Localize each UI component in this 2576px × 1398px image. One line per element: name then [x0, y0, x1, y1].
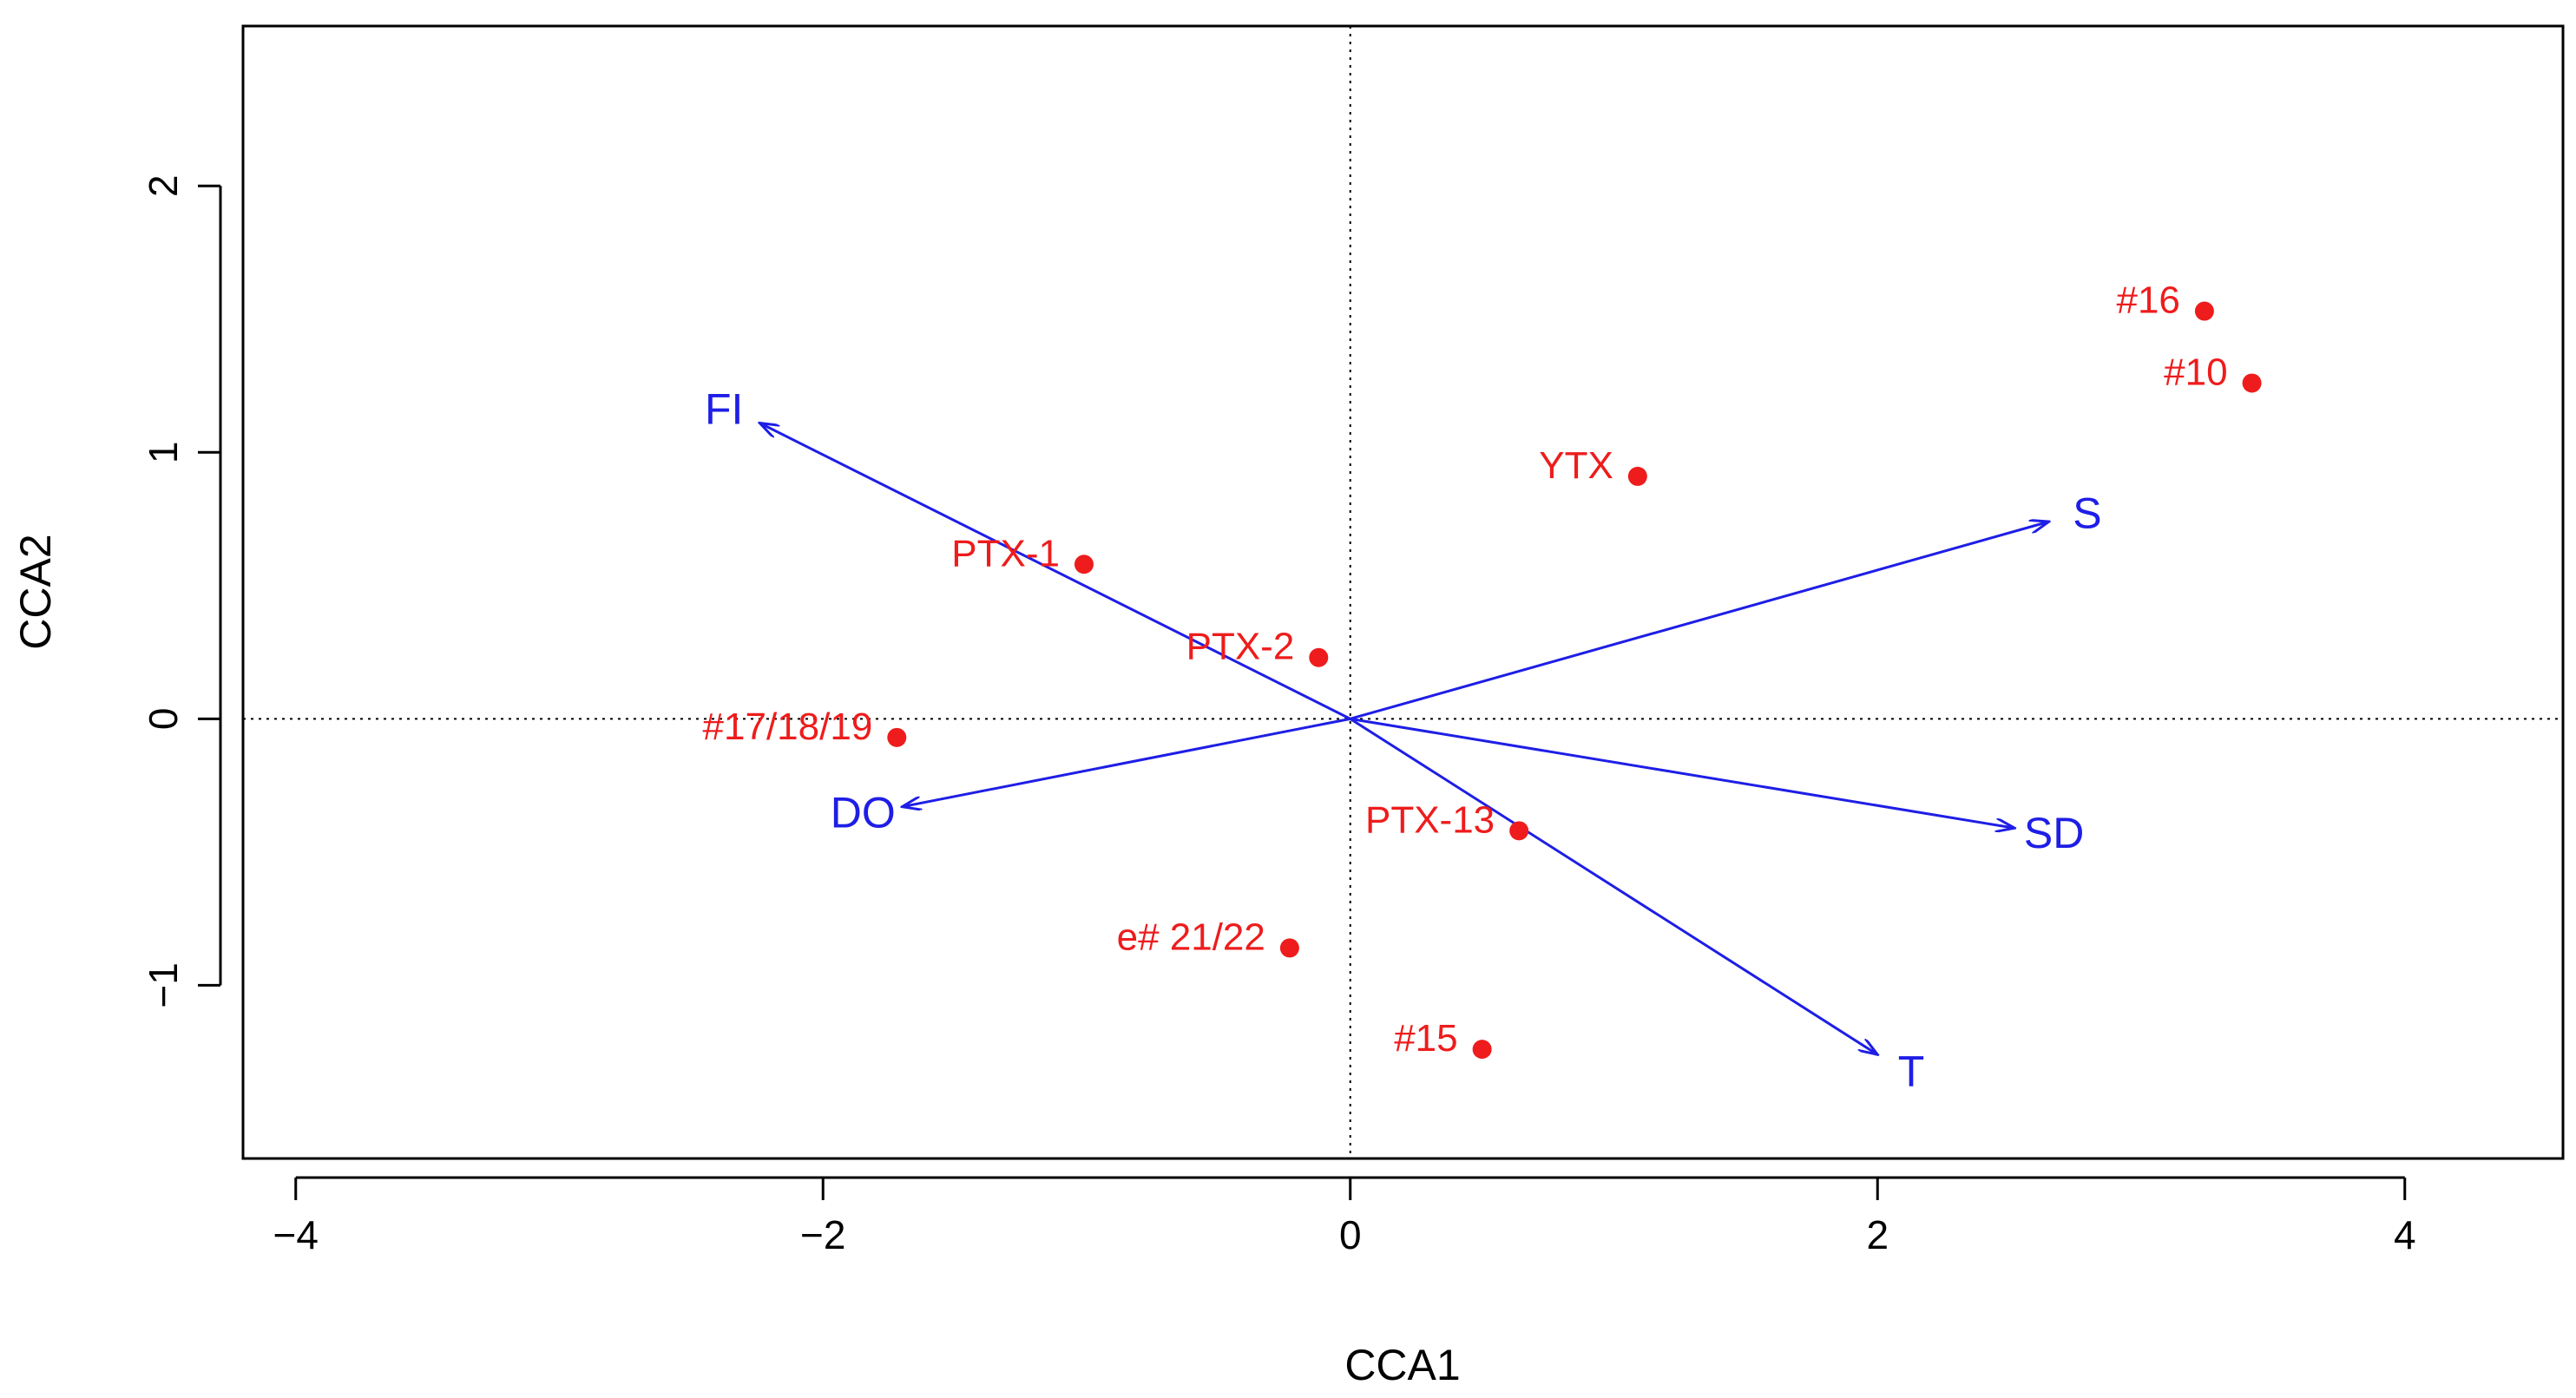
- x-tick-label: −2: [800, 1212, 845, 1257]
- site-point: [1627, 466, 1647, 486]
- site-point: [1279, 938, 1299, 958]
- y-axis-title: CCA2: [11, 534, 60, 649]
- site-point: [1509, 821, 1529, 841]
- site-label: PTX-1: [951, 532, 1060, 574]
- site-point: [1309, 647, 1329, 667]
- y-tick-label: 2: [141, 174, 186, 197]
- site-label: e# 21/22: [1117, 916, 1265, 958]
- x-tick-label: −4: [273, 1212, 319, 1257]
- y-tick-label: 1: [141, 441, 186, 463]
- site-label: PTX-2: [1186, 626, 1295, 668]
- vector-arrow-do: [902, 717, 1351, 806]
- plot-area-frame: [241, 24, 2565, 1160]
- vector-label-fi: FI: [705, 384, 743, 433]
- y-tick-label: −1: [141, 962, 186, 1007]
- vector-arrow-fi: [759, 423, 1351, 720]
- site-point: [2194, 301, 2214, 321]
- site-points: #16 #10 YTX PTX-1 PTX-2 #17/18/19 PTX-13 e# 21/…: [703, 279, 2262, 1060]
- site-label: #10: [2164, 351, 2227, 393]
- vector-arrow-sd: [1350, 717, 2014, 828]
- vector-label-s: S: [2073, 489, 2101, 537]
- vector-arrow-t: [1349, 718, 1878, 1054]
- site-label: #17/18/19: [703, 706, 873, 748]
- site-point: [887, 727, 907, 747]
- x-axis: −4 −2 0 2 4: [273, 1176, 2416, 1257]
- vector-label-do: DO: [831, 789, 896, 837]
- y-axis: −1 0 1 2: [141, 174, 222, 1008]
- reference-lines: [243, 26, 2563, 1158]
- site-label: PTX-13: [1365, 798, 1495, 841]
- x-tick-label: 0: [1339, 1212, 1362, 1257]
- site-point: [1074, 555, 1094, 574]
- x-tick-label: 2: [1866, 1212, 1889, 1257]
- site-point: [2242, 373, 2262, 393]
- vector-label-t: T: [1898, 1047, 1925, 1096]
- site-label: #16: [2116, 279, 2179, 322]
- x-tick-label: 4: [2394, 1212, 2416, 1257]
- site-label: YTX: [1539, 444, 1613, 487]
- y-tick-label: 0: [141, 708, 186, 731]
- vector-label-sd: SD: [2024, 809, 2084, 857]
- x-axis-title: CCA1: [1344, 1341, 1460, 1389]
- vector-arrow-s: [1350, 522, 2049, 720]
- environment-vectors: FI S SD DO T: [705, 384, 2102, 1095]
- site-label: #15: [1394, 1017, 1457, 1060]
- site-point: [1472, 1040, 1492, 1060]
